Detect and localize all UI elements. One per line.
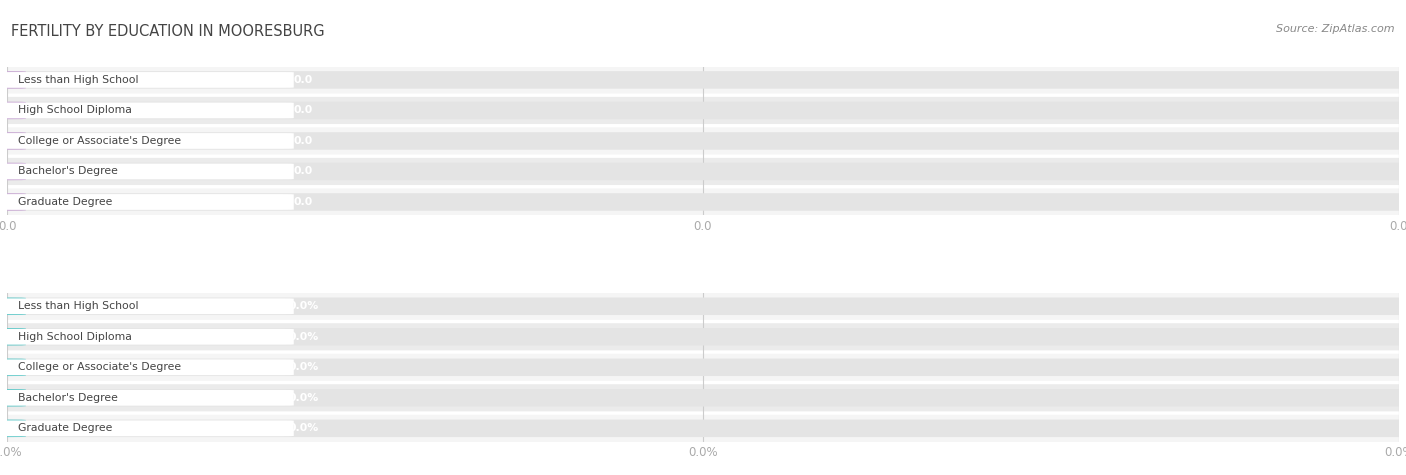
Text: 0.0%: 0.0% bbox=[288, 301, 319, 311]
FancyBboxPatch shape bbox=[0, 97, 1406, 124]
FancyBboxPatch shape bbox=[0, 360, 294, 375]
Text: 0.0: 0.0 bbox=[294, 136, 314, 146]
Text: Graduate Degree: Graduate Degree bbox=[18, 423, 112, 433]
FancyBboxPatch shape bbox=[0, 71, 25, 89]
FancyBboxPatch shape bbox=[0, 297, 25, 315]
FancyBboxPatch shape bbox=[0, 163, 25, 180]
Text: Graduate Degree: Graduate Degree bbox=[18, 197, 112, 207]
Text: 0.0: 0.0 bbox=[294, 197, 314, 207]
FancyBboxPatch shape bbox=[0, 298, 294, 314]
FancyBboxPatch shape bbox=[0, 389, 1406, 407]
FancyBboxPatch shape bbox=[0, 102, 25, 119]
FancyBboxPatch shape bbox=[0, 133, 294, 149]
Text: 0.0: 0.0 bbox=[294, 75, 314, 85]
FancyBboxPatch shape bbox=[0, 354, 1406, 381]
FancyBboxPatch shape bbox=[0, 127, 1406, 154]
Text: Less than High School: Less than High School bbox=[18, 301, 139, 311]
Text: Bachelor's Degree: Bachelor's Degree bbox=[18, 166, 118, 177]
Text: High School Diploma: High School Diploma bbox=[18, 105, 132, 115]
FancyBboxPatch shape bbox=[0, 419, 1406, 437]
FancyBboxPatch shape bbox=[0, 419, 25, 437]
FancyBboxPatch shape bbox=[0, 329, 294, 345]
FancyBboxPatch shape bbox=[0, 132, 1406, 150]
Text: College or Associate's Degree: College or Associate's Degree bbox=[18, 362, 181, 372]
FancyBboxPatch shape bbox=[0, 103, 294, 118]
FancyBboxPatch shape bbox=[0, 384, 1406, 411]
FancyBboxPatch shape bbox=[0, 389, 25, 407]
FancyBboxPatch shape bbox=[0, 163, 1406, 180]
Text: College or Associate's Degree: College or Associate's Degree bbox=[18, 136, 181, 146]
FancyBboxPatch shape bbox=[0, 163, 294, 180]
Text: 0.0%: 0.0% bbox=[288, 362, 319, 372]
FancyBboxPatch shape bbox=[0, 328, 1406, 345]
FancyBboxPatch shape bbox=[0, 158, 1406, 185]
FancyBboxPatch shape bbox=[0, 193, 25, 211]
FancyBboxPatch shape bbox=[0, 390, 294, 406]
FancyBboxPatch shape bbox=[0, 193, 1406, 211]
FancyBboxPatch shape bbox=[0, 72, 294, 88]
Text: FERTILITY BY EDUCATION IN MOORESBURG: FERTILITY BY EDUCATION IN MOORESBURG bbox=[11, 24, 325, 39]
Text: Source: ZipAtlas.com: Source: ZipAtlas.com bbox=[1277, 24, 1395, 34]
FancyBboxPatch shape bbox=[0, 359, 1406, 376]
Text: High School Diploma: High School Diploma bbox=[18, 332, 132, 342]
FancyBboxPatch shape bbox=[0, 102, 1406, 119]
Text: 0.0%: 0.0% bbox=[288, 423, 319, 433]
FancyBboxPatch shape bbox=[0, 415, 1406, 442]
FancyBboxPatch shape bbox=[0, 420, 294, 436]
FancyBboxPatch shape bbox=[0, 293, 1406, 320]
FancyBboxPatch shape bbox=[0, 132, 25, 150]
Text: Less than High School: Less than High School bbox=[18, 75, 139, 85]
FancyBboxPatch shape bbox=[0, 297, 1406, 315]
FancyBboxPatch shape bbox=[0, 194, 294, 210]
FancyBboxPatch shape bbox=[0, 328, 25, 345]
FancyBboxPatch shape bbox=[0, 66, 1406, 94]
FancyBboxPatch shape bbox=[0, 71, 1406, 89]
Text: 0.0: 0.0 bbox=[294, 105, 314, 115]
FancyBboxPatch shape bbox=[0, 359, 25, 376]
FancyBboxPatch shape bbox=[0, 189, 1406, 216]
Text: Bachelor's Degree: Bachelor's Degree bbox=[18, 393, 118, 403]
Text: 0.0%: 0.0% bbox=[288, 393, 319, 403]
Text: 0.0: 0.0 bbox=[294, 166, 314, 177]
Text: 0.0%: 0.0% bbox=[288, 332, 319, 342]
FancyBboxPatch shape bbox=[0, 323, 1406, 351]
